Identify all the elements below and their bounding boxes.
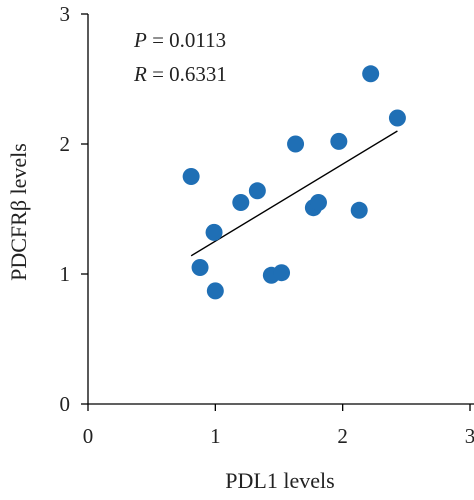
tick-marks <box>81 13 471 411</box>
r-var: R <box>133 62 147 86</box>
data-point-13 <box>362 65 380 83</box>
y-tick-label-3: 3 <box>60 2 71 26</box>
data-point-1 <box>191 259 209 276</box>
data-points <box>182 65 406 300</box>
y-tick-label-2: 2 <box>60 132 71 156</box>
r-value: = 0.6331 <box>147 62 227 86</box>
trendline <box>190 130 398 257</box>
axes <box>87 14 474 405</box>
p-value-annotation: P = 0.0113 <box>133 28 226 52</box>
y-tick-label-1: 1 <box>60 262 71 286</box>
data-point-7 <box>273 264 291 282</box>
p-value: = 0.0113 <box>147 28 226 52</box>
r-value-annotation: R = 0.6331 <box>133 62 227 86</box>
data-point-8 <box>287 135 305 153</box>
y-tick-label-0: 0 <box>60 392 71 416</box>
data-point-14 <box>388 109 406 127</box>
data-point-3 <box>206 282 224 300</box>
y-axis-title: PDCFRβ levels <box>6 143 31 281</box>
x-tick-label-0: 0 <box>83 424 94 448</box>
data-point-10 <box>309 194 327 211</box>
x-axis-title: PDL1 levels <box>225 468 334 493</box>
tick-labels: 0 1 2 3 0 1 2 3 <box>60 2 474 448</box>
x-tick-label-2: 2 <box>337 424 348 448</box>
p-var: P <box>133 28 147 52</box>
data-point-11 <box>330 132 348 150</box>
trendline-group <box>190 130 398 257</box>
data-point-12 <box>350 201 368 219</box>
x-tick-label-3: 3 <box>465 424 474 448</box>
x-tick-label-1: 1 <box>210 424 221 448</box>
data-point-4 <box>232 194 250 211</box>
data-point-2 <box>205 223 223 241</box>
data-point-5 <box>248 182 266 200</box>
data-point-0 <box>182 168 200 185</box>
